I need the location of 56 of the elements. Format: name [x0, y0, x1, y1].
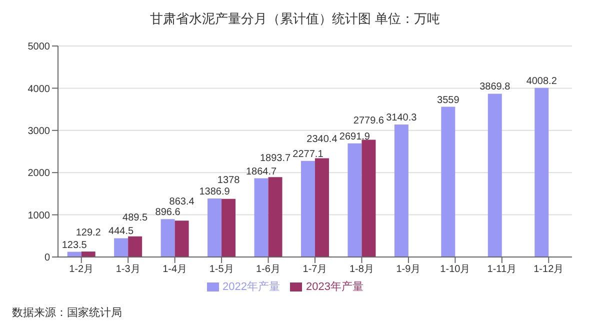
data-label: 489.5 — [122, 212, 148, 224]
data-label: 123.5 — [62, 240, 88, 251]
data-label: 896.6 — [155, 207, 181, 218]
data-label: 2691.9 — [339, 131, 370, 142]
y-tick-label: 5000 — [28, 42, 50, 53]
bar — [208, 198, 222, 257]
bar — [394, 124, 408, 257]
x-tick-label: 1-2月 — [69, 264, 94, 276]
x-tick-label: 1-7月 — [302, 264, 328, 276]
legend-label: 2023年产量 — [306, 281, 364, 293]
x-tick-label: 1-10月 — [440, 264, 470, 276]
bar — [114, 238, 128, 257]
y-tick-label: 4000 — [28, 84, 50, 95]
bar — [348, 143, 362, 257]
data-label: 1386.9 — [199, 186, 230, 198]
x-tick-label: 1-3月 — [116, 264, 140, 276]
y-tick-label: 1000 — [28, 210, 50, 222]
x-tick-label: 1-8月 — [350, 264, 374, 276]
data-label: 4008.2 — [526, 76, 558, 87]
y-tick-label: 0 — [44, 252, 50, 264]
bar — [314, 158, 329, 257]
y-tick-label: 3000 — [28, 126, 50, 137]
data-label: 444.5 — [108, 226, 134, 238]
data-label: 863.4 — [169, 196, 195, 208]
data-label: 2779.6 — [353, 116, 384, 127]
bar — [128, 236, 142, 257]
x-tick-label: 1-4月 — [162, 264, 188, 276]
data-label: 3869.8 — [480, 82, 511, 93]
x-tick-label: 1-9月 — [396, 264, 421, 276]
bar — [268, 177, 282, 257]
x-tick-label: 1-11月 — [487, 264, 517, 276]
bar — [174, 220, 189, 257]
data-label: 129.2 — [76, 228, 102, 239]
x-tick-label: 1-6月 — [256, 264, 280, 276]
bar — [300, 160, 315, 257]
bar — [534, 88, 549, 257]
y-tick-label: 2000 — [28, 168, 50, 180]
bar — [81, 252, 96, 257]
bar — [222, 198, 236, 257]
data-label: 2340.4 — [306, 134, 338, 146]
chart-title: 甘肃省水泥产量分月（累计值）统计图 单位：万吨 — [149, 10, 441, 28]
bar — [362, 140, 376, 257]
data-label: 2277.1 — [292, 148, 324, 160]
legend-label: 2022年产量 — [222, 281, 280, 293]
x-tick-label: 1-5月 — [209, 264, 234, 276]
bar — [160, 219, 175, 257]
data-label: 1378 — [217, 174, 240, 186]
data-label: 1893.7 — [260, 153, 291, 164]
data-label: 1864.7 — [246, 166, 277, 178]
source-note: 数据来源：国家统计局 — [12, 306, 122, 320]
bar — [254, 178, 268, 257]
x-tick-label: 1-12月 — [534, 264, 564, 276]
bar — [441, 106, 456, 257]
data-label: 3559 — [437, 94, 460, 106]
bar — [488, 94, 502, 257]
data-label: 3140.3 — [386, 112, 418, 124]
